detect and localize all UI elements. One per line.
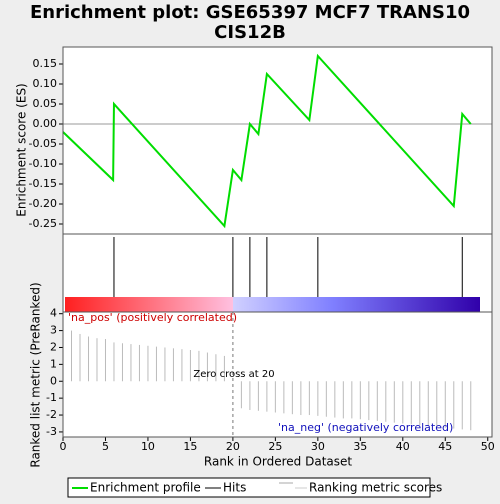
y-tick-label: 0 — [50, 374, 57, 387]
y-tick-label: 2 — [50, 340, 57, 353]
plot-bg — [63, 47, 492, 437]
annotation: 'na_pos' (positively correlated) — [68, 311, 237, 324]
x-tick-label: 10 — [141, 440, 155, 453]
y-tick-label: 0.10 — [33, 77, 58, 90]
y-tick-label: -0.10 — [29, 157, 57, 170]
y-axis-label: Enrichment score (ES) — [15, 83, 29, 216]
legend — [67, 477, 431, 498]
y-tick-label: -0.25 — [29, 217, 57, 230]
y-tick-label: 3 — [50, 324, 57, 337]
x-tick-label: 50 — [481, 440, 495, 453]
y-tick-label: -1 — [46, 391, 57, 404]
x-tick-label: 25 — [268, 440, 282, 453]
x-tick-label: 35 — [353, 440, 367, 453]
x-tick-label: 20 — [226, 440, 240, 453]
y-tick-label: 1 — [50, 357, 57, 370]
color-bar — [233, 297, 480, 312]
chart-title: Enrichment plot: GSE65397 MCF7 TRANS10 — [30, 2, 470, 23]
x-tick-label: 30 — [311, 440, 325, 453]
y-tick-label: -0.20 — [29, 197, 57, 210]
x-axis-label: Rank in Ordered Dataset — [204, 455, 352, 469]
y-tick-label: -2 — [46, 408, 57, 421]
marks — [59, 53, 492, 441]
legend-label: Ranking metric scores — [309, 481, 442, 495]
y-tick-label: 0.05 — [33, 97, 58, 110]
x-tick-label: 40 — [396, 440, 410, 453]
es-curve — [62, 53, 472, 229]
chart-title: CIS12B — [214, 22, 286, 43]
frame — [62, 311, 493, 438]
x-tick-label: 0 — [60, 440, 67, 453]
y-tick-label: -0.15 — [29, 177, 57, 190]
y-tick-label: 4 — [50, 307, 57, 320]
legend-label: Enrichment profile — [90, 481, 201, 495]
y-tick-label: -0.05 — [29, 137, 57, 150]
annotation: Zero cross at 20 — [193, 369, 274, 380]
annotation: 'na_neg' (negatively correlated) — [278, 421, 453, 434]
y-tick-label: -3 — [46, 425, 57, 438]
legend-label: Hits — [223, 481, 246, 495]
x-tick-label: 45 — [438, 440, 452, 453]
x-tick-label: 5 — [102, 440, 109, 453]
y-tick-label: 0.00 — [33, 117, 58, 130]
y-tick-label: 0.15 — [33, 57, 58, 70]
x-tick-label: 15 — [183, 440, 197, 453]
y-axis-label: Ranked list metric (PreRanked) — [29, 282, 43, 467]
color-bar — [65, 297, 233, 312]
